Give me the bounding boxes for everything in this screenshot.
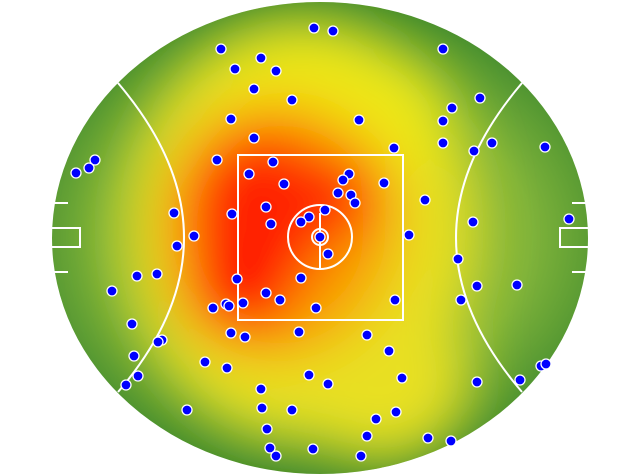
point bbox=[419, 194, 431, 206]
point bbox=[225, 327, 237, 339]
point bbox=[264, 442, 276, 454]
point bbox=[361, 430, 373, 442]
point bbox=[293, 326, 305, 338]
point bbox=[260, 201, 272, 213]
point bbox=[303, 211, 315, 223]
point bbox=[255, 383, 267, 395]
point bbox=[308, 22, 320, 34]
point bbox=[389, 294, 401, 306]
point bbox=[467, 216, 479, 228]
point bbox=[286, 94, 298, 106]
point bbox=[422, 432, 434, 444]
point bbox=[383, 345, 395, 357]
point bbox=[295, 216, 307, 228]
point bbox=[181, 404, 193, 416]
point bbox=[539, 141, 551, 153]
point bbox=[355, 450, 367, 462]
point bbox=[89, 154, 101, 166]
point bbox=[310, 302, 322, 314]
point bbox=[265, 218, 277, 230]
point bbox=[248, 83, 260, 95]
point bbox=[468, 145, 480, 157]
point bbox=[120, 379, 132, 391]
point bbox=[307, 443, 319, 455]
point bbox=[388, 142, 400, 154]
point bbox=[378, 177, 390, 189]
point bbox=[390, 406, 402, 418]
point bbox=[226, 208, 238, 220]
point bbox=[199, 356, 211, 368]
point bbox=[471, 376, 483, 388]
point bbox=[563, 213, 575, 225]
point bbox=[83, 162, 95, 174]
point bbox=[243, 168, 255, 180]
point bbox=[370, 413, 382, 425]
point bbox=[211, 154, 223, 166]
point bbox=[452, 253, 464, 265]
point bbox=[229, 63, 241, 75]
point bbox=[349, 197, 361, 209]
point bbox=[314, 231, 326, 243]
point bbox=[188, 230, 200, 242]
point bbox=[319, 204, 331, 216]
point bbox=[151, 268, 163, 280]
point bbox=[514, 374, 526, 386]
point bbox=[231, 273, 243, 285]
point bbox=[403, 229, 415, 241]
point bbox=[361, 329, 373, 341]
point bbox=[486, 137, 498, 149]
point bbox=[445, 435, 457, 447]
point bbox=[207, 302, 219, 314]
point bbox=[270, 450, 282, 462]
point bbox=[274, 294, 286, 306]
point bbox=[327, 25, 339, 37]
point bbox=[437, 115, 449, 127]
point bbox=[152, 336, 164, 348]
point bbox=[446, 102, 458, 114]
point bbox=[322, 248, 334, 260]
point bbox=[332, 187, 344, 199]
point bbox=[322, 378, 334, 390]
point bbox=[295, 272, 307, 284]
point bbox=[171, 240, 183, 252]
point bbox=[286, 404, 298, 416]
point bbox=[396, 372, 408, 384]
point bbox=[106, 285, 118, 297]
point bbox=[131, 270, 143, 282]
point bbox=[70, 167, 82, 179]
point bbox=[221, 362, 233, 374]
point bbox=[437, 43, 449, 55]
point bbox=[126, 318, 138, 330]
point bbox=[337, 174, 349, 186]
point bbox=[128, 350, 140, 362]
point bbox=[353, 114, 365, 126]
point bbox=[437, 137, 449, 149]
point bbox=[511, 279, 523, 291]
point bbox=[303, 369, 315, 381]
point bbox=[223, 300, 235, 312]
point bbox=[168, 207, 180, 219]
point bbox=[225, 113, 237, 125]
point bbox=[267, 156, 279, 168]
points bbox=[70, 22, 575, 462]
point bbox=[278, 178, 290, 190]
point bbox=[260, 287, 272, 299]
point bbox=[261, 423, 273, 435]
point bbox=[455, 294, 467, 306]
point bbox=[270, 65, 282, 77]
point bbox=[132, 370, 144, 382]
point bbox=[540, 358, 552, 370]
field-lines bbox=[52, 82, 588, 393]
point bbox=[248, 132, 260, 144]
point bbox=[256, 402, 268, 414]
point bbox=[255, 52, 267, 64]
point bbox=[239, 331, 251, 343]
point bbox=[471, 280, 483, 292]
point bbox=[474, 92, 486, 104]
point bbox=[237, 297, 249, 309]
point bbox=[215, 43, 227, 55]
